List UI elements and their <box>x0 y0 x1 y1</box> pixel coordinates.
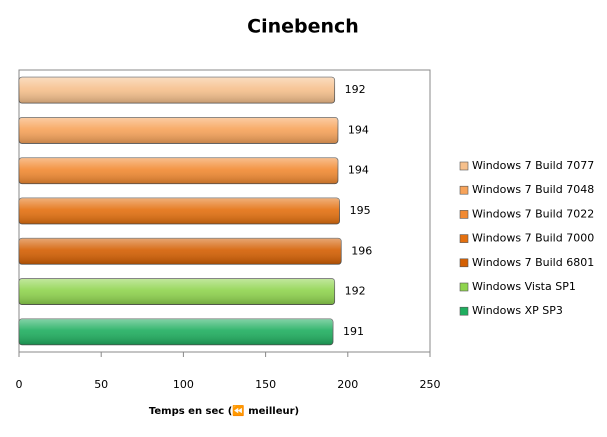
value-label: 195 <box>350 204 371 217</box>
value-label: 192 <box>345 285 366 298</box>
x-tick-label: 50 <box>94 378 108 391</box>
legend-swatch <box>459 282 469 292</box>
bar-shine <box>19 318 334 345</box>
legend-swatch <box>459 234 469 243</box>
bar-shine <box>19 117 338 144</box>
legend-label: Windows XP SP3 <box>472 304 563 317</box>
legend-swatch <box>459 210 469 219</box>
bar-shine <box>19 157 338 184</box>
x-tick-label: 200 <box>337 378 358 391</box>
x-tick-label: 250 <box>420 378 441 391</box>
legend-label: Windows Vista SP1 <box>472 280 576 293</box>
legend-label: Windows 7 Build 7000 <box>472 232 594 245</box>
value-label: 191 <box>343 325 364 338</box>
legend-label: Windows 7 Build 7048 <box>472 183 594 196</box>
value-label: 196 <box>351 244 372 257</box>
legend-swatch <box>459 306 469 316</box>
x-tick-label: 100 <box>173 378 194 391</box>
x-axis-title: Temps en sec (⏪ meilleur) <box>149 404 299 417</box>
legend-swatch <box>459 258 469 268</box>
x-tick-label: 150 <box>255 378 276 391</box>
chart-title: Cinebench <box>247 16 359 38</box>
legend-swatch <box>459 185 469 195</box>
value-label: 192 <box>345 83 366 96</box>
bar-shine <box>19 278 335 305</box>
legend-label: Windows 7 Build 7022 <box>472 207 594 220</box>
bar-shine <box>19 77 335 104</box>
legend-label: Windows 7 Build 7077 <box>472 159 594 172</box>
bar-shine <box>19 198 340 224</box>
value-label: 194 <box>348 164 369 177</box>
value-label: 194 <box>348 123 369 136</box>
legend-swatch <box>459 161 469 171</box>
bar-shine <box>19 238 342 265</box>
x-tick-label: 0 <box>16 378 23 391</box>
legend-label: Windows 7 Build 6801 <box>472 256 594 269</box>
